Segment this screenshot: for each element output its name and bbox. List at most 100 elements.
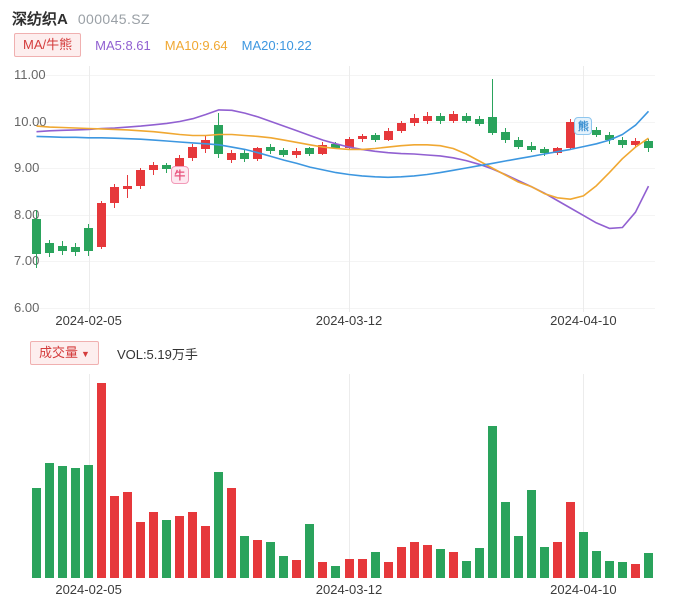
candle-body	[591, 129, 601, 135]
x-axis-label: 2024-04-10	[550, 582, 617, 597]
y-axis-label: 7.00	[14, 253, 40, 268]
candle-body	[474, 118, 484, 124]
candle-body	[123, 185, 133, 189]
candle-body	[253, 148, 263, 159]
candle-body	[45, 243, 55, 253]
volume-bar	[123, 492, 133, 578]
volume-bar	[591, 551, 601, 578]
volume-x-axis: 2024-02-05 2024-03-12 2024-04-10	[0, 582, 686, 600]
candle-body	[331, 143, 341, 148]
volume-bar	[370, 552, 380, 578]
volume-bar	[84, 465, 94, 578]
volume-header: 成交量 ▼ VOL:5.19万手	[30, 341, 198, 366]
volume-bar	[448, 552, 458, 578]
candle-body	[500, 131, 510, 141]
volume-bar	[513, 536, 523, 578]
volume-bar	[214, 472, 224, 578]
ma20-label: MA20:10.22	[241, 37, 312, 53]
candle-body	[357, 136, 367, 140]
volume-bar	[240, 536, 250, 578]
volume-bar	[227, 488, 237, 578]
stock-code: 000045.SZ	[77, 11, 150, 27]
candle-body	[448, 114, 458, 122]
candle-body	[149, 165, 159, 171]
candle-body	[84, 227, 94, 251]
candle-wick	[491, 78, 493, 136]
candle-body	[292, 151, 302, 155]
ma10-label: MA10:9.64	[164, 37, 228, 53]
candle-body	[240, 153, 250, 159]
candle-body	[565, 121, 575, 149]
stock-name: 深纺织A	[12, 11, 68, 28]
volume-bar	[188, 512, 198, 578]
volume-bar	[552, 542, 562, 578]
volume-bar	[201, 526, 211, 578]
candle-body	[539, 149, 549, 154]
candle-body	[110, 186, 120, 203]
volume-chart[interactable]	[0, 374, 686, 578]
ma5-line	[36, 109, 650, 230]
volume-bar	[331, 566, 341, 578]
candle-body	[461, 115, 471, 121]
volume-bar	[422, 545, 432, 578]
grid-line	[30, 261, 655, 262]
candle-body	[383, 130, 393, 141]
volume-bar	[175, 516, 185, 578]
candle-body	[422, 115, 432, 122]
candle-body	[552, 148, 562, 154]
ma-mode-badge[interactable]: MA/牛熊	[14, 33, 82, 58]
candle-body	[279, 150, 289, 155]
grid-line	[349, 66, 350, 312]
candle-body	[643, 141, 653, 149]
volume-bar	[526, 490, 536, 578]
candle-body	[396, 123, 406, 131]
price-chart[interactable]: 11.00 10.00 9.00 8.00 7.00 6.00 牛 熊	[0, 66, 686, 316]
ma-lines	[36, 109, 650, 230]
candle-body	[175, 157, 185, 169]
bear-marker-icon: 熊	[574, 117, 593, 136]
candle-body	[71, 247, 81, 252]
candle-body	[630, 141, 640, 145]
volume-bar	[474, 548, 484, 578]
ma-legend: MA/牛熊 MA5:8.61 MA10:9.64 MA20:10.22	[14, 33, 312, 58]
candle-body	[201, 140, 211, 150]
candle-body	[227, 153, 237, 160]
ma20-line	[36, 110, 650, 179]
volume-bar	[500, 502, 510, 578]
x-axis-label: 2024-02-05	[55, 582, 122, 597]
candle-body	[32, 219, 41, 255]
grid-line	[30, 75, 655, 76]
x-axis-label: 2024-03-12	[315, 313, 383, 328]
volume-dropdown[interactable]: 成交量 ▼	[30, 341, 99, 366]
volume-bar	[279, 556, 289, 578]
volume-bar	[58, 466, 68, 578]
volume-bar	[578, 532, 588, 578]
volume-bar	[32, 488, 41, 578]
volume-bar	[383, 562, 393, 578]
grid-line	[30, 168, 655, 169]
y-axis-label: 8.00	[14, 206, 40, 222]
volume-bar	[162, 520, 172, 578]
volume-bar	[357, 559, 367, 578]
volume-bar	[630, 564, 640, 578]
volume-bar	[604, 561, 614, 578]
grid-line	[583, 374, 585, 578]
volume-dropdown-label: 成交量	[39, 345, 79, 360]
header: 深纺织A 000045.SZ	[12, 8, 150, 29]
volume-bar	[149, 512, 159, 578]
grid-line	[30, 121, 655, 123]
grid-line	[88, 66, 90, 312]
volume-bar	[461, 561, 471, 578]
y-axis-label: 10.00	[14, 113, 47, 129]
y-axis-label: 9.00	[14, 160, 40, 175]
dropdown-arrow-icon: ▼	[81, 349, 90, 359]
volume-bar	[97, 383, 107, 578]
candle-body	[487, 116, 497, 133]
bull-marker-icon: 牛	[170, 165, 189, 184]
candle-body	[305, 148, 315, 155]
volume-bar	[318, 562, 328, 578]
candle-body	[617, 140, 627, 145]
candle-body	[435, 115, 445, 122]
volume-bar	[396, 547, 406, 578]
